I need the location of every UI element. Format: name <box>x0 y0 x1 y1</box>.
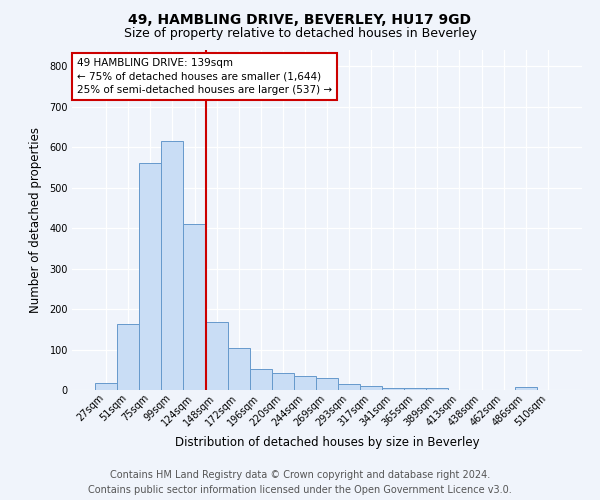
Y-axis label: Number of detached properties: Number of detached properties <box>29 127 43 313</box>
Bar <box>294 376 316 390</box>
Bar <box>338 384 360 390</box>
Bar <box>117 324 139 390</box>
Bar <box>250 369 272 390</box>
Text: 49, HAMBLING DRIVE, BEVERLEY, HU17 9GD: 49, HAMBLING DRIVE, BEVERLEY, HU17 9GD <box>128 12 472 26</box>
Bar <box>272 372 294 390</box>
Text: 49 HAMBLING DRIVE: 139sqm
← 75% of detached houses are smaller (1,644)
25% of se: 49 HAMBLING DRIVE: 139sqm ← 75% of detac… <box>77 58 332 95</box>
Bar <box>139 164 161 390</box>
Bar <box>95 382 117 390</box>
Bar <box>360 386 382 390</box>
Bar <box>206 322 227 390</box>
Bar <box>404 388 427 390</box>
Bar <box>427 388 448 390</box>
Bar <box>382 388 404 390</box>
Text: Size of property relative to detached houses in Beverley: Size of property relative to detached ho… <box>124 28 476 40</box>
Text: Contains HM Land Registry data © Crown copyright and database right 2024.
Contai: Contains HM Land Registry data © Crown c… <box>88 470 512 495</box>
Bar <box>184 224 206 390</box>
Bar <box>161 141 184 390</box>
Bar <box>227 348 250 390</box>
Bar <box>316 378 338 390</box>
X-axis label: Distribution of detached houses by size in Beverley: Distribution of detached houses by size … <box>175 436 479 449</box>
Bar <box>515 387 537 390</box>
